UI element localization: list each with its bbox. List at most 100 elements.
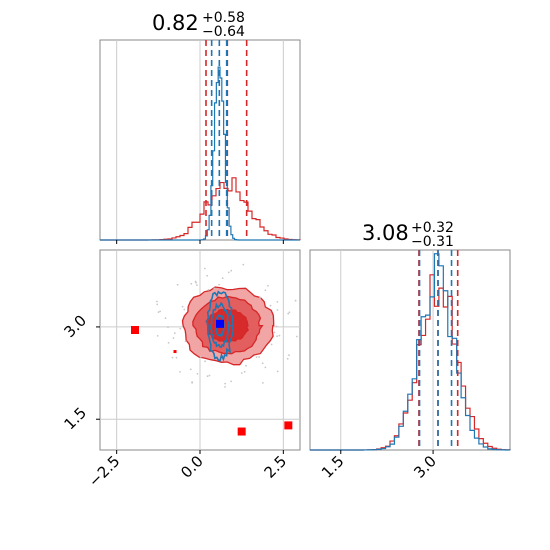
param2-title-minus: −0.31 [411, 234, 454, 250]
scatter-point [181, 305, 184, 308]
scatter-point [287, 312, 290, 315]
panel-joint-points [131, 319, 293, 436]
histogram-blue-param2 [310, 253, 511, 451]
scatter-point [196, 372, 199, 375]
scatter-point [255, 356, 258, 358]
scatter-point [206, 274, 209, 277]
panel-param1-histograms [100, 66, 301, 241]
param1-title-plus: +0.58 [202, 10, 245, 26]
panel-param2-ticks: 1.5 3.0 [318, 450, 440, 482]
scatter-point [207, 288, 210, 291]
scatter-point [259, 296, 261, 299]
scatter-point [221, 277, 224, 280]
scatter-point [156, 303, 159, 306]
scatter-point [276, 309, 279, 311]
scatter-point [267, 284, 269, 287]
scatter-point [278, 334, 281, 337]
scatter-point [183, 308, 186, 311]
scatter-point [184, 340, 187, 343]
panel-param2-marginal: 1.5 3.0 [309, 249, 511, 482]
outlier-point-1 [237, 427, 246, 436]
scatter-point [157, 311, 160, 313]
scatter-point [213, 287, 216, 290]
scatter-point [270, 343, 273, 346]
scatter-point [172, 337, 175, 339]
panel-param1-grid [116, 40, 284, 240]
best-fit-marker [216, 319, 224, 328]
scatter-point [175, 356, 178, 359]
scatter-point [276, 370, 279, 373]
scatter-point [269, 304, 272, 307]
scatter-point [208, 374, 211, 377]
scatter-point [167, 326, 169, 329]
tick-label-p2-1: 3.0 [410, 452, 440, 482]
scatter-point [199, 355, 202, 358]
param1-title: 0.82 [152, 11, 199, 35]
scatter-point [190, 282, 193, 285]
scatter-point [242, 263, 245, 266]
scatter-point [206, 375, 209, 378]
scatter-point [227, 271, 230, 274]
panel-param2-quantiles [418, 250, 459, 450]
panel-param1-marginal [99, 39, 301, 244]
tick-label-p2-0: 1.5 [318, 452, 348, 482]
tick-label-x-2: 2.5 [261, 452, 291, 482]
scatter-point [167, 341, 170, 344]
scatter-point [164, 317, 167, 320]
scatter-point [224, 382, 227, 385]
scatter-point [156, 300, 158, 303]
scatter-point [159, 310, 162, 313]
scatter-point [179, 371, 181, 373]
scatter-point [171, 356, 174, 359]
scatter-point [286, 357, 289, 360]
outlier-point-2 [284, 421, 293, 430]
scatter-point [261, 362, 264, 365]
scatter-point [194, 280, 197, 283]
scatter-point [230, 380, 233, 383]
panel-param1-quantiles [205, 40, 248, 240]
panel-param2-grid [340, 250, 434, 450]
histogram-blue-param1 [100, 66, 300, 241]
scatter-point [270, 315, 272, 318]
scatter-point [276, 335, 278, 338]
scatter-point [245, 364, 247, 367]
small-point-0 [173, 350, 177, 354]
param1-title-minus: −0.64 [202, 24, 245, 40]
scatter-point [264, 289, 267, 292]
scatter-point [276, 301, 279, 303]
scatter-point [288, 311, 291, 314]
scatter-point [156, 335, 159, 337]
scatter-point [173, 332, 176, 334]
contour-blue-level-1 [209, 301, 231, 349]
scatter-point [230, 269, 233, 272]
scatter-point [264, 366, 267, 369]
scatter-point [275, 325, 278, 328]
scatter-point [176, 283, 179, 286]
param2-title: 3.08 [362, 221, 409, 245]
param1-title-value: 0.82 [152, 11, 199, 35]
scatter-point [294, 299, 297, 302]
contour-blue-level-2 [206, 290, 235, 362]
panel-param2-frame [309, 249, 511, 451]
scatter-point [204, 360, 207, 363]
scatter-point [240, 372, 243, 374]
tick-label-y-0: 1.5 [60, 404, 90, 434]
scatter-point [191, 381, 194, 384]
scatter-point [224, 386, 226, 388]
panel-joint-contours [156, 263, 298, 388]
param2-title-value: 3.08 [362, 221, 409, 245]
tick-label-x-1: 0.0 [177, 452, 207, 482]
tick-label-x-0: −2.5 [85, 452, 123, 490]
scatter-point [204, 267, 206, 270]
scatter-point [273, 331, 276, 334]
panel-param1-ticks [116, 240, 284, 244]
param2-title-plus: +0.32 [411, 220, 454, 236]
scatter-point [258, 356, 260, 358]
scatter-point [288, 354, 290, 357]
scatter-point [262, 382, 264, 384]
scatter-point [296, 335, 298, 338]
scatter-point [218, 283, 221, 286]
outlier-point-0 [131, 326, 139, 334]
tick-label-y-1: 3.0 [60, 311, 90, 341]
